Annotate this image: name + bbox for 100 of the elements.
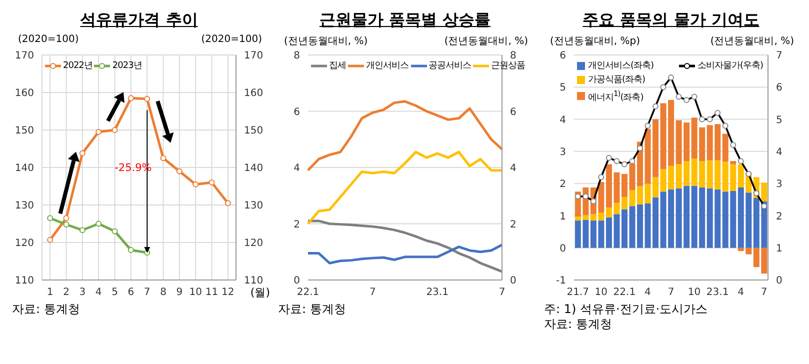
x-tick-label: 2 [63, 287, 70, 298]
text: 주: 1) 석유류·전기료·도시가스 [544, 302, 709, 317]
y-tick-label: 8 [294, 50, 300, 62]
bar [621, 197, 628, 210]
x-tick-label: 4 [644, 287, 651, 298]
y-tick-label: 1 [560, 211, 566, 222]
y-tick-label: 110 [14, 276, 34, 287]
x-tick-label: 4 [95, 287, 102, 298]
y2-axis-title: (2020=100) [201, 34, 262, 47]
y-tick-label: 140 [14, 163, 34, 174]
x-tick-label: 10 [189, 287, 202, 298]
y-tick-label: 4 [560, 114, 566, 126]
legend-label: 2022년 [63, 60, 92, 73]
point [96, 220, 102, 227]
y2-tick-label: 140 [244, 163, 264, 174]
point [47, 215, 54, 222]
point [63, 215, 70, 222]
y-axis-title: (전년동월대비, %p) [550, 35, 640, 47]
x-tick-label: 23.1 [706, 287, 729, 298]
y-tick-label: 0 [560, 243, 566, 254]
text: 자료: 통계청 [12, 302, 81, 317]
point [160, 155, 166, 162]
legend-label: 2023년 [112, 60, 142, 73]
x-axis-title: (월) [250, 285, 270, 300]
y2-tick-label: 2 [510, 219, 516, 230]
line-series [306, 100, 504, 172]
y-tick-label: 0 [294, 276, 300, 287]
x-tick-label: 22.1 [296, 287, 320, 298]
y2-tick-label: 6 [776, 82, 782, 94]
legend-label: 에너지$^{1)}$(좌축) [588, 88, 644, 105]
y-tick-label: 170 [14, 50, 34, 62]
bar [621, 209, 628, 248]
y2-tick-label: 120 [244, 238, 264, 250]
y-tick-label: 160 [14, 88, 34, 100]
legend-label: 근원상품 [491, 60, 525, 73]
x-tick-label: 11 [205, 287, 218, 298]
y2-tick-label: 2 [776, 211, 782, 222]
x-tick-label: 1 [46, 287, 54, 298]
y2-axis-title: (전년동월대비, %) [444, 35, 528, 47]
y2-tick-label: 0 [510, 276, 516, 287]
legend-label: 개인서비스 [366, 60, 408, 73]
y2-tick-label: 5 [776, 114, 782, 126]
y2-tick-label: 160 [244, 88, 264, 100]
line-series [306, 244, 504, 264]
line-series [306, 220, 504, 273]
legend-label: 공공서비스 [428, 60, 471, 73]
y2-tick-label: 4 [776, 146, 782, 158]
y-tick-label: 2 [294, 219, 300, 230]
y-tick-label: 120 [14, 238, 34, 250]
y-axis-title: (전년동월대비, %) [284, 35, 368, 47]
y-tick-label: 4 [294, 163, 300, 174]
x-tick-label: 7 [144, 287, 150, 298]
x-tick-label: 10 [594, 287, 608, 298]
y-tick-label: 130 [14, 200, 34, 212]
x-tick-label: 7 [760, 287, 768, 298]
x-tick-label: 9 [176, 287, 183, 298]
legend-label: 집세 [329, 60, 346, 73]
y-tick-label: -1 [556, 276, 566, 287]
chart-title: 주요 품목의 물가 기여도 [582, 9, 760, 31]
y2-tick-label: 8 [510, 50, 516, 62]
x-tick-label: 3 [79, 287, 86, 298]
point [224, 200, 231, 206]
point [79, 227, 86, 234]
x-tick-label: 7 [498, 287, 506, 298]
chart-title: 석유류가격 추이 [79, 9, 199, 31]
legend-label: 소비자물가(우축) [697, 60, 763, 73]
y2-tick-label: 4 [510, 163, 516, 174]
x-tick-label: 21.7 [566, 287, 590, 298]
point [112, 127, 118, 133]
y-tick-label: 150 [14, 126, 34, 137]
x-tick-label: 22.1 [613, 287, 636, 298]
x-tick-label: 7 [668, 287, 674, 298]
point [128, 247, 134, 253]
x-tick-label: 5 [112, 287, 118, 298]
point [176, 168, 182, 174]
text: 자료: 통계청 [544, 317, 613, 332]
x-tick-label: 4 [738, 287, 744, 298]
y2-tick-label: 150 [244, 126, 264, 137]
y2-tick-label: 0 [776, 276, 782, 287]
y2-tick-label: 7 [776, 50, 782, 62]
point [96, 128, 102, 135]
y2-tick-label: 170 [244, 50, 264, 62]
legend-label: 가공식품(좌축) [588, 74, 646, 87]
y-tick-label: 3 [560, 146, 566, 158]
point [112, 228, 118, 234]
point [63, 222, 70, 228]
x-tick-label: 12 [222, 287, 234, 298]
point [128, 95, 134, 102]
point [144, 96, 150, 102]
point [208, 180, 215, 186]
y2-tick-label: 110 [244, 276, 264, 287]
chart-title: 근원물가 품목별 상승률 [318, 9, 492, 31]
point [192, 181, 199, 188]
x-tick-label: 10 [688, 287, 701, 298]
y2-tick-label: 6 [510, 106, 516, 118]
y-tick-label: 6 [560, 50, 566, 62]
y-axis-title: (2020=100) [18, 34, 79, 47]
legend-label: 개인서비스(좌축) [588, 60, 654, 73]
y2-tick-label: 3 [776, 179, 782, 190]
x-tick-label: 6 [128, 287, 134, 298]
